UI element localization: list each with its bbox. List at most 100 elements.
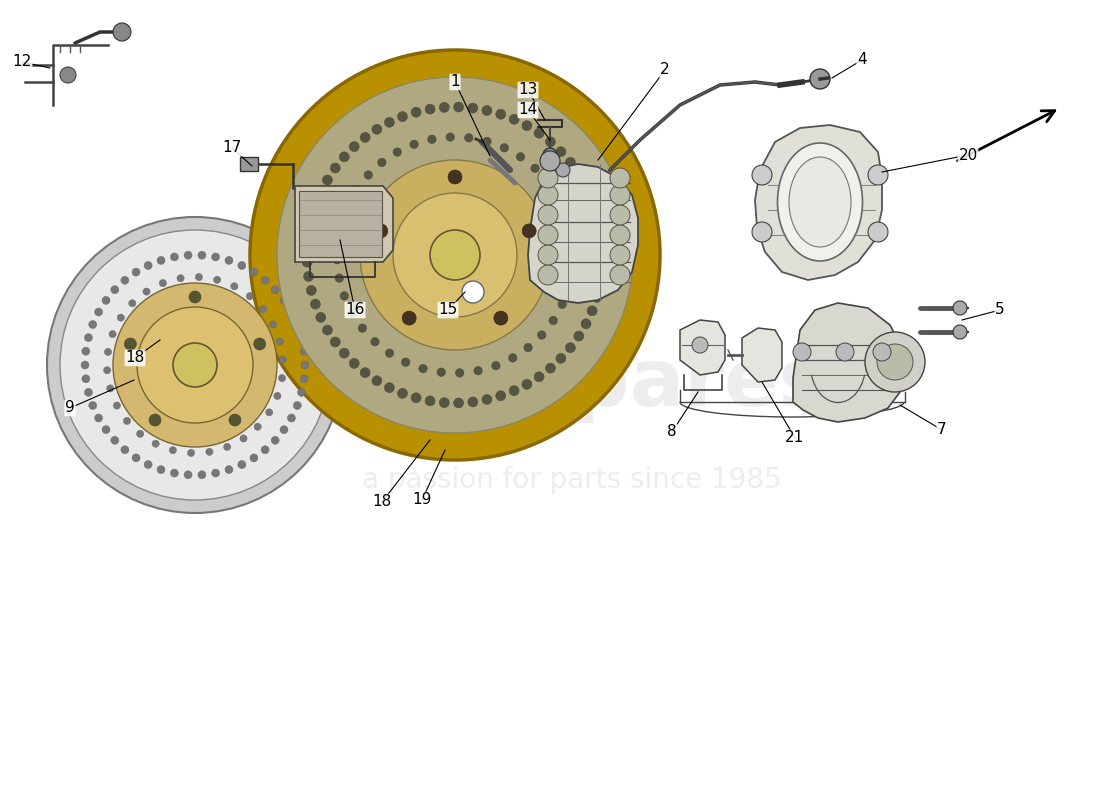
Circle shape [310,299,320,309]
Circle shape [482,394,492,405]
Circle shape [187,450,195,457]
Circle shape [468,397,477,407]
Circle shape [81,347,90,355]
Circle shape [581,318,591,329]
Circle shape [610,205,630,225]
Circle shape [103,366,111,374]
Text: 1: 1 [450,74,460,90]
Circle shape [274,392,280,399]
Circle shape [360,160,550,350]
Circle shape [595,278,605,289]
Circle shape [868,165,888,185]
Circle shape [543,178,552,186]
Circle shape [538,330,546,339]
Circle shape [353,186,361,194]
Circle shape [198,251,206,259]
Circle shape [430,230,480,280]
Circle shape [393,193,517,317]
Circle shape [462,281,484,303]
Circle shape [184,251,192,259]
Circle shape [574,169,584,179]
Circle shape [129,300,136,307]
Circle shape [316,188,326,198]
Circle shape [310,201,320,211]
Text: 18: 18 [373,494,392,510]
Circle shape [157,256,165,264]
Circle shape [543,148,557,162]
Text: 14: 14 [518,102,538,118]
Circle shape [279,356,286,363]
Circle shape [538,245,558,265]
Circle shape [250,454,257,462]
Circle shape [564,282,573,291]
Circle shape [189,291,201,303]
Circle shape [132,454,140,462]
Circle shape [302,257,312,267]
Circle shape [118,314,124,322]
Text: 2: 2 [660,62,670,78]
Circle shape [561,210,570,218]
Circle shape [226,466,233,474]
Circle shape [173,343,217,387]
Circle shape [336,274,343,282]
Circle shape [250,268,257,276]
Circle shape [254,423,262,430]
Circle shape [535,372,544,382]
Circle shape [508,354,517,362]
Circle shape [581,182,591,191]
Circle shape [278,374,286,382]
Text: 20: 20 [958,147,978,162]
Text: 21: 21 [785,430,804,446]
Circle shape [170,253,178,261]
Circle shape [448,170,462,184]
Circle shape [297,334,306,342]
Circle shape [468,103,477,113]
Circle shape [565,342,575,353]
Circle shape [229,414,241,426]
Circle shape [250,50,660,460]
Circle shape [85,388,92,396]
Circle shape [509,114,519,124]
Circle shape [597,264,607,274]
Circle shape [482,106,492,115]
Circle shape [270,321,277,328]
Circle shape [111,286,119,294]
Circle shape [81,374,90,382]
Circle shape [301,361,309,369]
Circle shape [569,246,578,254]
Circle shape [123,418,131,425]
Text: 19: 19 [412,493,431,507]
Circle shape [553,193,562,202]
Circle shape [597,236,607,246]
Text: 8: 8 [668,425,676,439]
Circle shape [170,469,178,477]
Circle shape [113,23,131,41]
Text: 13: 13 [518,82,538,98]
Circle shape [538,168,558,188]
Circle shape [177,274,184,282]
Ellipse shape [789,157,851,247]
Circle shape [483,137,492,146]
Circle shape [496,390,506,401]
Circle shape [104,348,111,355]
Circle shape [873,343,891,361]
Circle shape [169,446,176,454]
Circle shape [160,279,166,286]
Circle shape [592,292,602,302]
Circle shape [410,140,418,149]
Circle shape [304,271,313,282]
Circle shape [610,265,630,285]
Circle shape [276,338,284,345]
Circle shape [439,102,449,112]
Circle shape [349,142,360,152]
Circle shape [240,435,248,442]
Circle shape [238,262,245,270]
Circle shape [107,385,113,392]
Circle shape [148,414,161,426]
Circle shape [453,102,463,112]
Circle shape [538,205,558,225]
Circle shape [206,448,213,455]
Circle shape [287,308,296,316]
Circle shape [306,286,317,295]
Circle shape [333,255,341,264]
